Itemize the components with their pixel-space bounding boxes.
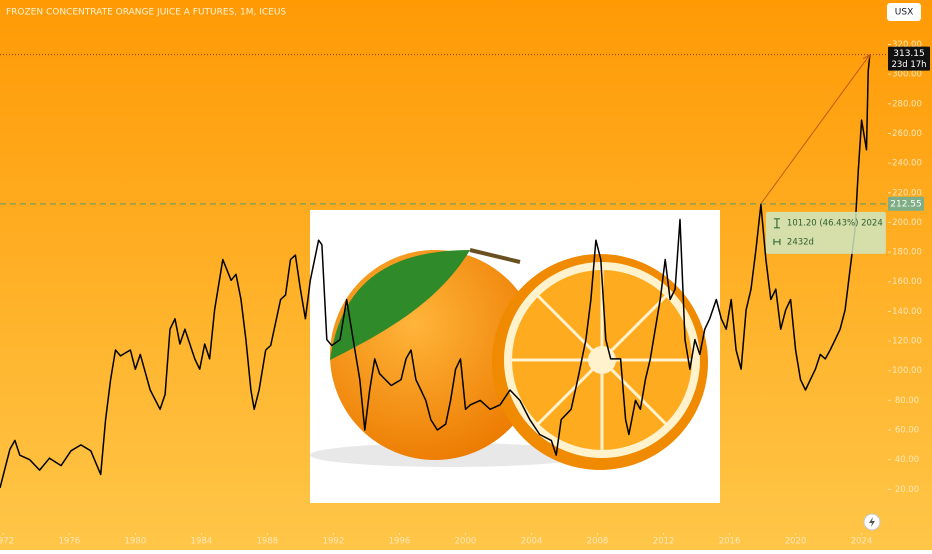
x-tick-label: 2000	[455, 537, 477, 547]
plot: 20.00 40.00 60.00 80.00 100.00 120.00 140.00 16…	[0, 40, 930, 547]
measure-change: 101.20 (46.43%) 2024	[787, 218, 883, 228]
countdown-label: 23d 17h	[891, 60, 926, 70]
x-tick-label: 1976	[59, 537, 81, 547]
currency-box[interactable]	[887, 3, 921, 21]
y-tick-label: 160.00	[892, 277, 922, 287]
price-label: 313.15	[893, 49, 925, 59]
y-tick-label: 320.00	[892, 40, 922, 50]
x-tick-label: 1988	[257, 537, 279, 547]
y-tick-label: 60.00	[895, 426, 919, 436]
currency-label[interactable]: USX	[895, 8, 913, 18]
y-tick-label: 280.00	[892, 99, 922, 109]
x-tick-label: 2020	[785, 537, 807, 547]
x-tick-label: 2004	[521, 537, 543, 547]
measure-icon	[773, 218, 781, 245]
y-tick-label: 200.00	[892, 218, 922, 228]
x-tick-label: 1972	[0, 537, 14, 547]
x-tick-label: 1992	[323, 537, 345, 547]
x-tick-label: 2008	[587, 537, 609, 547]
price-line-series	[0, 54, 871, 489]
x-tick-label: 1996	[389, 537, 411, 547]
y-tick-label: 100.00	[892, 366, 922, 376]
level-label-box	[888, 196, 924, 211]
x-tick-label: 2012	[653, 537, 675, 547]
y-tick-label: 240.00	[892, 159, 922, 169]
y-tick-label: 300.00	[892, 70, 922, 80]
y-tick-label: 20.00	[895, 485, 919, 495]
y-tick-label: 220.00	[892, 188, 922, 198]
y-tick-label: 120.00	[892, 337, 922, 347]
measure-arrow	[760, 54, 871, 205]
y-tick-label: 80.00	[895, 396, 919, 406]
y-tick-label: 260.00	[892, 129, 922, 139]
measure-arrowhead	[862, 53, 871, 63]
measure-span: 2432d	[787, 237, 814, 247]
y-tick-label: 180.00	[892, 248, 922, 258]
chart-title: FROZEN CONCENTRATE ORANGE JUICE A FUTURE…	[6, 8, 286, 18]
level-label: 212.55	[890, 199, 922, 209]
x-tick-label: 1980	[125, 537, 147, 547]
y-tick-label: 40.00	[895, 455, 919, 465]
x-tick-label: 2024	[851, 537, 873, 547]
price-label-box	[888, 46, 930, 71]
x-tick-label: 2016	[719, 537, 741, 547]
x-tick-label: 1984	[191, 537, 213, 547]
measure-box	[765, 211, 886, 254]
orange-image	[310, 210, 720, 503]
y-tick-label: 140.00	[892, 307, 922, 317]
replay-icon[interactable]	[869, 517, 875, 527]
